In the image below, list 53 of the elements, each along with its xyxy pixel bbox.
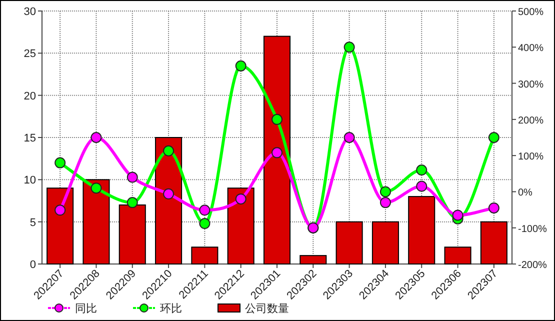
point	[199, 204, 210, 216]
bar	[82, 179, 110, 264]
point	[416, 164, 428, 176]
bar	[227, 188, 254, 264]
bar	[372, 221, 399, 264]
y2-tick-label: 200%	[518, 115, 544, 126]
bar	[480, 221, 508, 264]
y2-tick-label: 300%	[518, 79, 544, 90]
y-tick-label: 0	[30, 259, 36, 271]
point	[380, 186, 391, 198]
y-tick-label: 5	[30, 216, 36, 229]
point	[126, 197, 138, 208]
point	[452, 210, 464, 221]
y2-tick-label: -200%	[518, 260, 548, 271]
point	[90, 132, 102, 143]
y2-tick-label: 400%	[518, 43, 544, 54]
bar	[263, 36, 291, 264]
bar	[46, 188, 74, 264]
point	[380, 197, 391, 208]
y-tick-label: 30	[24, 6, 36, 18]
point	[90, 182, 102, 194]
point	[344, 42, 355, 53]
bar	[191, 246, 218, 264]
y2-tick-label: -100%	[518, 224, 548, 235]
point	[126, 172, 138, 183]
point	[54, 204, 66, 216]
y-tick-label: 15	[24, 132, 36, 144]
point	[488, 202, 500, 214]
y-tick-label: 25	[24, 48, 36, 60]
bar	[408, 196, 436, 264]
point	[235, 193, 246, 204]
y-tick-label: 20	[24, 90, 36, 102]
bar	[300, 255, 327, 264]
point	[272, 147, 282, 158]
legend-label: 环比	[160, 302, 182, 315]
point	[163, 145, 174, 156]
point	[344, 132, 355, 143]
bar	[444, 246, 472, 264]
point	[163, 188, 174, 200]
y2-tick-label: 100%	[518, 152, 544, 163]
y2-tick-label: 500%	[518, 7, 544, 18]
point	[235, 60, 246, 72]
bar	[336, 221, 363, 264]
legend-label: 同比	[75, 302, 97, 315]
legend-label: 公司数量	[245, 303, 289, 315]
point	[416, 180, 428, 192]
bar	[118, 204, 146, 264]
point	[272, 114, 282, 125]
point	[488, 132, 500, 143]
y-tick-label: 10	[24, 174, 36, 187]
point	[199, 218, 210, 230]
y2-tick-label: 0%	[518, 188, 533, 199]
point	[54, 157, 66, 168]
